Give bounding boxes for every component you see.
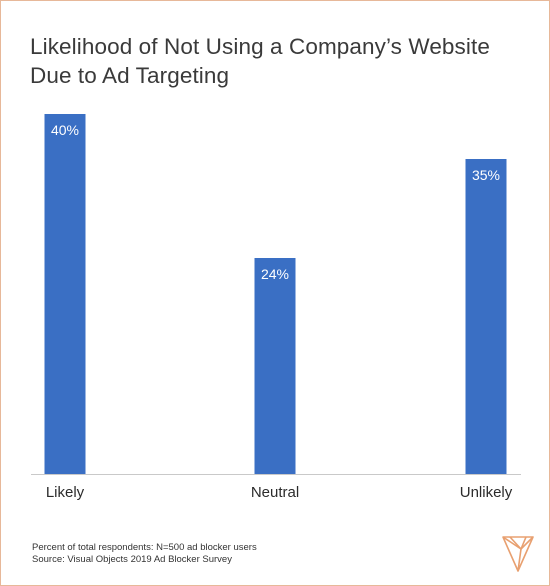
bar-neutral — [254, 258, 296, 474]
footnote-respondents: Percent of total respondents: N=500 ad b… — [32, 542, 257, 553]
category-label-unlikely: Unlikely — [460, 484, 513, 501]
footnote-source: Source: Visual Objects 2019 Ad Blocker S… — [32, 554, 232, 565]
data-label-neutral: 24% — [261, 266, 289, 282]
bar-unlikely — [465, 159, 507, 474]
category-label-neutral: Neutral — [251, 484, 299, 501]
data-label-unlikely: 35% — [472, 167, 500, 183]
data-label-likely: 40% — [51, 122, 79, 138]
category-label-likely: Likely — [46, 484, 85, 501]
footnote: Percent of total respondents: N=500 ad b… — [32, 542, 257, 566]
visual-objects-v-logo-icon — [502, 536, 534, 572]
bars-layer — [44, 114, 507, 474]
bar-likely — [44, 114, 86, 474]
chart-title: Likelihood of Not Using a Company’s Webs… — [30, 34, 490, 88]
labels-layer: 40% Likely 24% Neutral 35% Unlikely — [46, 122, 513, 501]
